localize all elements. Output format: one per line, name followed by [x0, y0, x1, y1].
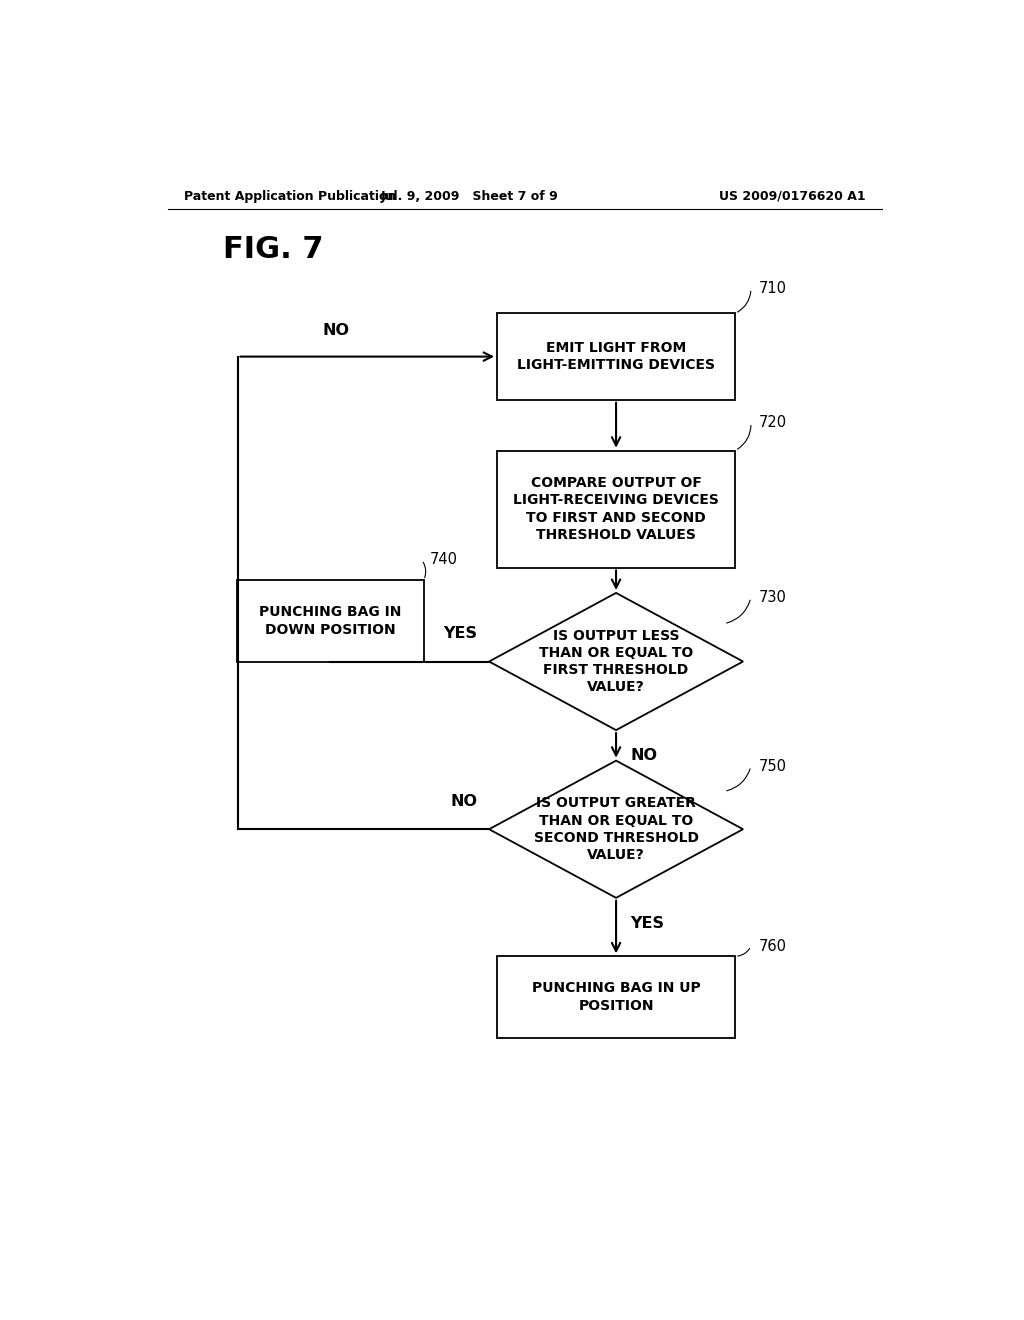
Text: EMIT LIGHT FROM
LIGHT-EMITTING DEVICES: EMIT LIGHT FROM LIGHT-EMITTING DEVICES — [517, 341, 715, 372]
Text: COMPARE OUTPUT OF
LIGHT-RECEIVING DEVICES
TO FIRST AND SECOND
THRESHOLD VALUES: COMPARE OUTPUT OF LIGHT-RECEIVING DEVICE… — [513, 477, 719, 543]
Text: 730: 730 — [759, 590, 786, 605]
Text: IS OUTPUT LESS
THAN OR EQUAL TO
FIRST THRESHOLD
VALUE?: IS OUTPUT LESS THAN OR EQUAL TO FIRST TH… — [539, 628, 693, 694]
Text: IS OUTPUT GREATER
THAN OR EQUAL TO
SECOND THRESHOLD
VALUE?: IS OUTPUT GREATER THAN OR EQUAL TO SECON… — [534, 796, 698, 862]
Bar — [497, 313, 735, 400]
Text: 760: 760 — [759, 939, 786, 953]
Text: 710: 710 — [759, 281, 786, 296]
Text: YES: YES — [631, 916, 665, 931]
Bar — [238, 581, 424, 661]
Polygon shape — [489, 593, 743, 730]
Text: PUNCHING BAG IN
DOWN POSITION: PUNCHING BAG IN DOWN POSITION — [259, 605, 401, 636]
Text: US 2009/0176620 A1: US 2009/0176620 A1 — [720, 190, 866, 202]
Text: FIG. 7: FIG. 7 — [223, 235, 324, 264]
Text: YES: YES — [443, 626, 477, 642]
Polygon shape — [489, 760, 743, 898]
Bar — [497, 450, 735, 568]
Text: 750: 750 — [759, 759, 786, 774]
Text: PUNCHING BAG IN UP
POSITION: PUNCHING BAG IN UP POSITION — [531, 981, 700, 1012]
Text: 720: 720 — [759, 416, 787, 430]
Bar — [497, 956, 735, 1038]
Text: 740: 740 — [430, 552, 458, 568]
Text: NO: NO — [451, 793, 477, 809]
Text: NO: NO — [631, 748, 657, 763]
Text: NO: NO — [322, 323, 349, 338]
Text: Jul. 9, 2009   Sheet 7 of 9: Jul. 9, 2009 Sheet 7 of 9 — [380, 190, 558, 202]
Text: Patent Application Publication: Patent Application Publication — [183, 190, 396, 202]
